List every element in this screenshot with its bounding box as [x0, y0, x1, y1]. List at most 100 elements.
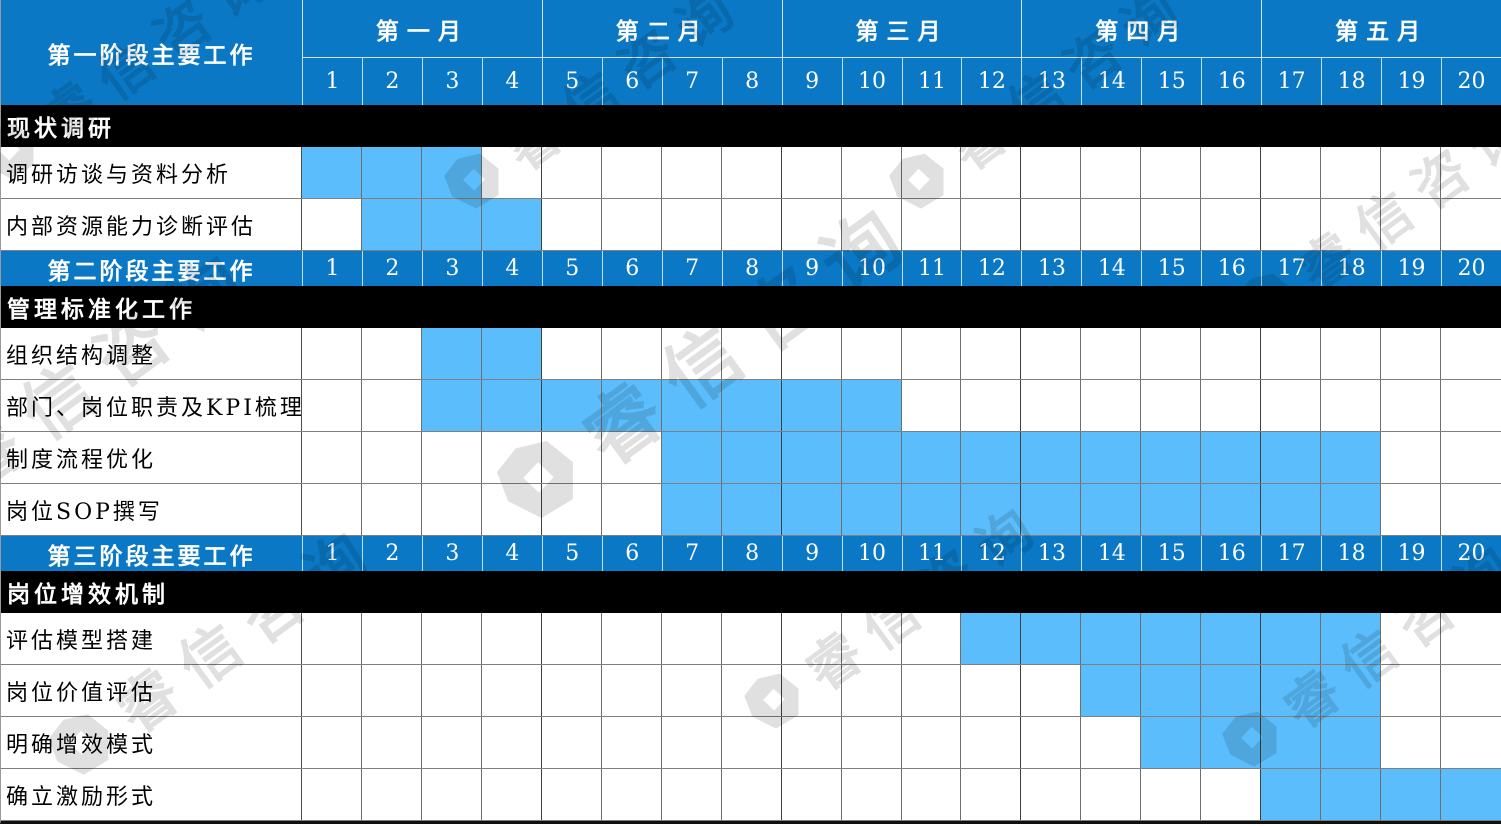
- gantt-empty-cell: [1201, 147, 1262, 198]
- gantt-empty-cell: [842, 328, 902, 379]
- month-header: 第二月: [541, 0, 782, 58]
- gantt-empty-cell: [1441, 432, 1501, 483]
- gantt-empty-cell: [302, 380, 362, 431]
- gantt-bar-cell: [1081, 613, 1142, 664]
- gantt-empty-cell: [602, 432, 662, 483]
- gantt-bar-cell: [901, 432, 962, 483]
- week-number-header: 13: [1021, 58, 1081, 105]
- gantt-empty-cell: [362, 613, 422, 664]
- week-number-header: 12: [961, 536, 1021, 571]
- task-row: 明确增效模式: [1, 717, 1501, 769]
- gantt-empty-cell: [1081, 769, 1142, 820]
- week-number-header: 16: [1201, 536, 1261, 571]
- gantt-empty-cell: [422, 484, 482, 535]
- section-group-row: 现状调研: [1, 105, 1501, 147]
- gantt-empty-cell: [961, 769, 1022, 820]
- gantt-empty-cell: [1381, 717, 1442, 768]
- gantt-empty-cell: [961, 380, 1022, 431]
- week-number-header: 1: [302, 536, 362, 571]
- gantt-bar-cell: [1021, 613, 1082, 664]
- task-row: 组织结构调整: [1, 328, 1501, 380]
- gantt-bar-cell: [841, 484, 902, 535]
- week-number-header: 3: [421, 58, 482, 105]
- week-number-header: 14: [1081, 58, 1141, 105]
- gantt-empty-cell: [362, 665, 422, 716]
- gantt-bar-cell: [1321, 717, 1382, 768]
- gantt-empty-cell: [1261, 199, 1322, 250]
- task-row: 内部资源能力诊断评估: [1, 199, 1501, 251]
- week-number-header: 15: [1141, 536, 1201, 571]
- gantt-empty-cell: [422, 769, 482, 820]
- gantt-empty-cell: [722, 769, 782, 820]
- gantt-bar-cell: [1261, 484, 1322, 535]
- gantt-bar-cell: [661, 484, 722, 535]
- phase-header-title: 第二阶段主要工作: [47, 257, 256, 285]
- gantt-empty-cell: [302, 665, 362, 716]
- gantt-empty-cell: [1261, 380, 1322, 431]
- gantt-empty-cell: [542, 769, 602, 820]
- gantt-empty-cell: [1021, 769, 1082, 820]
- gantt-empty-cell: [1381, 432, 1442, 483]
- gantt-bar-cell: [1141, 665, 1202, 716]
- gantt-empty-cell: [1021, 380, 1082, 431]
- gantt-empty-cell: [1381, 328, 1442, 379]
- task-label: 制度流程优化: [1, 432, 302, 483]
- gantt-bar-cell: [1261, 432, 1322, 483]
- gantt-empty-cell: [662, 717, 722, 768]
- phase-header-title: 第三阶段主要工作: [47, 542, 256, 570]
- gantt-bar-cell: [481, 380, 542, 431]
- week-number-header: 4: [481, 536, 542, 571]
- gantt-empty-cell: [1441, 484, 1501, 535]
- gantt-bar-cell: [421, 147, 482, 198]
- gantt-empty-cell: [602, 328, 662, 379]
- gantt-bar-cell: [1081, 665, 1142, 716]
- week-number-header: 1: [302, 58, 362, 105]
- gantt-bar-cell: [661, 432, 722, 483]
- gantt-empty-cell: [662, 147, 722, 198]
- week-number-header: 9: [781, 536, 842, 571]
- week-number-header: 6: [601, 58, 662, 105]
- task-label: 岗位价值评估: [1, 665, 302, 716]
- gantt-bar-cell: [661, 380, 722, 431]
- gantt-empty-cell: [1441, 665, 1501, 716]
- week-number-header: 17: [1261, 536, 1321, 571]
- gantt-empty-cell: [482, 717, 542, 768]
- gantt-empty-cell: [842, 665, 902, 716]
- week-number-header: 2: [361, 251, 422, 286]
- gantt-empty-cell: [1141, 328, 1202, 379]
- week-number-header: 15: [1141, 251, 1201, 286]
- gantt-empty-cell: [302, 328, 362, 379]
- task-label: 岗位SOP撰写: [1, 484, 302, 535]
- week-number-header: 19: [1381, 58, 1441, 105]
- gantt-bar-cell: [1261, 665, 1322, 716]
- gantt-empty-cell: [542, 484, 602, 535]
- gantt-empty-cell: [542, 665, 602, 716]
- gantt-empty-cell: [542, 717, 602, 768]
- gantt-empty-cell: [542, 328, 602, 379]
- gantt-empty-cell: [1381, 665, 1442, 716]
- week-number-header: 5: [541, 251, 602, 286]
- week-number-header: 20: [1441, 251, 1501, 286]
- gantt-empty-cell: [422, 717, 482, 768]
- gantt-empty-cell: [1441, 199, 1501, 250]
- week-number-header: 3: [421, 536, 482, 571]
- task-row: 岗位价值评估: [1, 665, 1501, 717]
- week-number-header: 8: [721, 536, 782, 571]
- gantt-empty-cell: [482, 665, 542, 716]
- week-number-header: 18: [1321, 58, 1381, 105]
- gantt-empty-cell: [782, 769, 842, 820]
- gantt-bar-cell: [1141, 432, 1202, 483]
- week-number-header: 14: [1081, 251, 1141, 286]
- week-number-header: 13: [1021, 251, 1081, 286]
- gantt-bar-cell: [1201, 432, 1262, 483]
- week-number-header: 7: [661, 251, 722, 286]
- month-header: 第一月: [302, 0, 542, 58]
- gantt-bar-cell: [1081, 432, 1142, 483]
- gantt-empty-cell: [842, 769, 902, 820]
- task-row: 调研访谈与资料分析: [1, 147, 1501, 199]
- gantt-bar-cell: [721, 484, 782, 535]
- gantt-bar-cell: [1261, 613, 1322, 664]
- gantt-empty-cell: [842, 199, 902, 250]
- month-header: 第四月: [1021, 0, 1262, 58]
